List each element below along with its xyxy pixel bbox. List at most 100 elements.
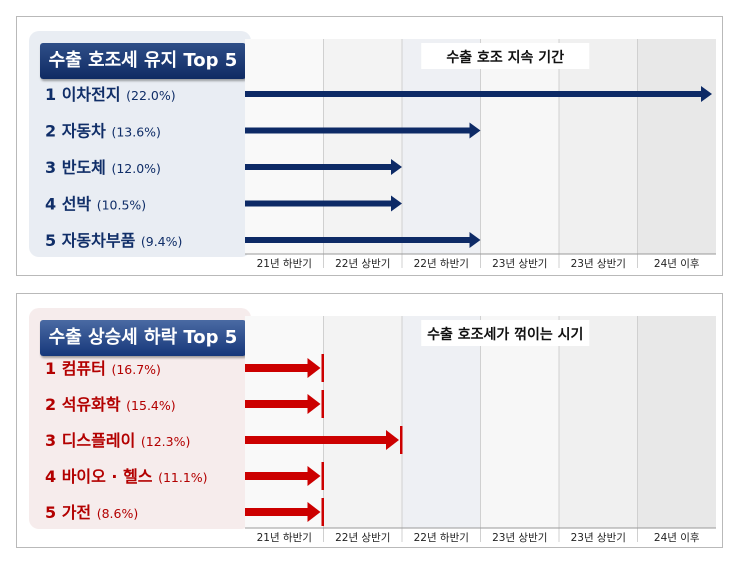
- duration-chart: 21년 하반기 22년 상반기 22년 하반기 23년 상반기 23년 상반기 24년 이…: [45, 39, 716, 270]
- chart-title-box: [421, 320, 590, 346]
- item-share: (15.4%): [126, 398, 175, 413]
- item-share: (16.7%): [111, 362, 160, 377]
- x-tick-label: 22년 상반기: [335, 258, 390, 270]
- item-name: 바이오 · 헬스: [62, 467, 158, 486]
- period-column: [245, 39, 324, 254]
- item-label: 3 디스플레이 (12.3%): [45, 431, 190, 450]
- period-column: [245, 316, 324, 528]
- end-marker: [321, 498, 324, 526]
- panel-heading: 수출 상승세 하락 Top 5: [40, 320, 246, 356]
- item-label: 4 바이오 · 헬스 (11.1%): [45, 467, 208, 486]
- item-share: (22.0%): [126, 88, 175, 103]
- item-share: (9.4%): [141, 234, 183, 249]
- item-rank: 3: [45, 158, 62, 177]
- item-rank: 1: [45, 359, 62, 378]
- item-name: 디스플레이: [62, 431, 141, 450]
- item-name: 이차전지: [62, 85, 126, 104]
- period-column: [480, 39, 559, 254]
- chart-title: 수출 호조세가 꺾이는 시기: [427, 326, 583, 343]
- duration-bar: [245, 164, 393, 170]
- duration-bar: [245, 472, 310, 480]
- x-tick-label: 22년 상반기: [335, 532, 390, 544]
- x-tick-label: 21년 하반기: [257, 531, 312, 544]
- x-tick-label: 21년 하반기: [257, 257, 312, 270]
- duration-bar: [245, 436, 388, 444]
- x-tick-label: 23년 상반기: [492, 532, 547, 544]
- end-marker: [321, 462, 324, 490]
- duration-bar: [245, 237, 472, 243]
- period-column: [637, 39, 716, 254]
- x-tick-label: 23년 상반기: [492, 258, 547, 270]
- top5-list-box: 수출 상승세 하락 Top 5: [29, 308, 251, 529]
- item-rank: 2: [45, 122, 62, 141]
- item-rank: 3: [45, 431, 62, 450]
- arrow-head: [469, 232, 481, 248]
- arrow-head: [307, 394, 321, 414]
- item-name: 반도체: [62, 158, 112, 177]
- end-marker: [321, 354, 324, 382]
- turning-point-chart: 21년 하반기 22년 상반기 22년 하반기 23년 상반기 23년 상반기 24년 이…: [45, 316, 716, 544]
- arrow-head: [391, 195, 402, 212]
- export-strong-panel: 수출 호조세 유지 Top 5 21년 하반기 22년 상반기 22년 하반기 23년…: [16, 16, 723, 276]
- item-name: 가전: [62, 503, 97, 522]
- item-share: (11.1%): [158, 470, 207, 485]
- duration-bar: [245, 91, 703, 97]
- arrow-head: [307, 466, 321, 486]
- item-label: 5 가전 (8.6%): [45, 503, 138, 522]
- duration-bar: [245, 200, 393, 207]
- export-decline-panel: 수출 상승세 하락 Top 5 21년 하반기 22년 상반기 22년 하반기 23년…: [16, 293, 723, 548]
- duration-bar: [245, 127, 472, 134]
- duration-bar: [245, 400, 310, 408]
- item-share: (10.5%): [97, 198, 146, 213]
- arrow-head: [307, 358, 321, 378]
- item-rank: 5: [45, 231, 62, 250]
- item-label: 1 이차전지 (22.0%): [45, 85, 176, 104]
- duration-bar: [245, 364, 310, 372]
- x-tick-label: 22년 하반기: [414, 257, 469, 270]
- end-marker: [321, 390, 324, 418]
- period-column: [402, 39, 481, 254]
- arrow-head: [391, 159, 402, 175]
- item-name: 선박: [62, 195, 97, 214]
- x-tick-label: 24년 이후: [654, 532, 700, 544]
- panel-heading: 수출 호조세 유지 Top 5: [40, 43, 246, 79]
- top5-list-box: 수출 호조세 유지 Top 5: [29, 31, 251, 257]
- item-share: (8.6%): [97, 506, 139, 521]
- arrow-head: [386, 430, 399, 450]
- item-share: (12.3%): [141, 434, 190, 449]
- item-name: 자동차부품: [62, 231, 141, 250]
- arrow-head: [307, 502, 321, 522]
- item-label: 5 자동차부품 (9.4%): [45, 231, 182, 250]
- x-tick-label: 24년 이후: [654, 258, 700, 270]
- chart-title: 수출 호조 지속 기간: [446, 49, 564, 66]
- x-tick-label: 22년 하반기: [414, 531, 469, 544]
- period-column: [323, 316, 402, 528]
- end-marker: [400, 426, 403, 454]
- item-name: 자동차: [62, 122, 112, 141]
- item-rank: 1: [45, 85, 62, 104]
- item-share: (12.0%): [111, 161, 160, 176]
- item-rank: 4: [45, 195, 62, 214]
- item-name: 컴퓨터: [62, 359, 112, 378]
- period-column: [323, 39, 402, 254]
- item-label: 4 선박 (10.5%): [45, 195, 146, 214]
- arrow-head: [469, 122, 481, 139]
- x-tick-label: 23년 상반기: [571, 532, 626, 544]
- period-column: [402, 316, 481, 528]
- period-column: [480, 316, 559, 528]
- item-rank: 2: [45, 395, 62, 414]
- item-label: 2 자동차 (13.6%): [45, 122, 161, 141]
- x-tick-label: 23년 상반기: [571, 258, 626, 270]
- period-column: [559, 316, 638, 528]
- period-column: [559, 39, 638, 254]
- arrow-head: [701, 86, 712, 102]
- item-rank: 4: [45, 467, 62, 486]
- item-label: 2 석유화학 (15.4%): [45, 395, 176, 414]
- item-label: 3 반도체 (12.0%): [45, 158, 161, 177]
- chart-title-box: [421, 43, 590, 69]
- item-share: (13.6%): [111, 125, 160, 140]
- item-label: 1 컴퓨터 (16.7%): [45, 359, 161, 378]
- period-column: [637, 316, 716, 528]
- item-rank: 5: [45, 503, 62, 522]
- duration-bar: [245, 508, 310, 516]
